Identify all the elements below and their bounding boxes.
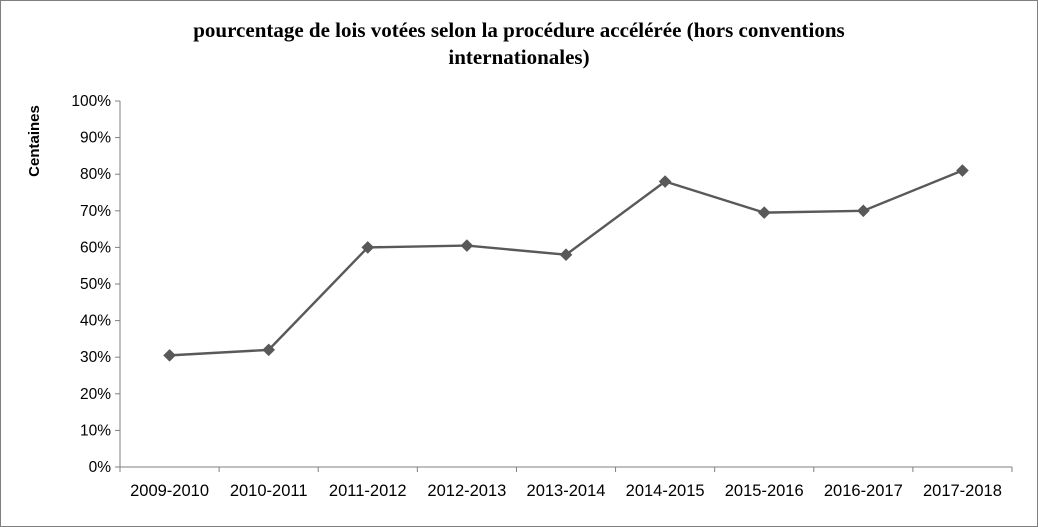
y-tick-label: 0% bbox=[89, 459, 112, 476]
x-tick-label: 2014-2015 bbox=[626, 482, 705, 500]
x-tick-label: 2013-2014 bbox=[527, 482, 606, 500]
y-tick-label: 50% bbox=[80, 276, 111, 293]
x-tick-label: 2012-2013 bbox=[427, 482, 506, 500]
y-tick-label: 90% bbox=[80, 130, 111, 147]
x-tick-label: 2010-2011 bbox=[230, 482, 308, 500]
x-tick-label: 2015-2016 bbox=[725, 482, 804, 500]
x-tick-label: 2009-2010 bbox=[130, 482, 209, 500]
y-tick-label: 40% bbox=[80, 313, 111, 330]
y-tick-label: 20% bbox=[80, 386, 111, 403]
x-tick-label: 2011-2012 bbox=[329, 482, 407, 500]
y-tick-label: 30% bbox=[80, 349, 111, 366]
data-point-marker bbox=[658, 175, 672, 188]
y-tick-label: 10% bbox=[80, 422, 111, 439]
data-point-marker bbox=[163, 349, 176, 362]
data-point-marker bbox=[956, 164, 969, 177]
y-tick-label: 100% bbox=[71, 93, 111, 110]
data-point-marker bbox=[559, 248, 573, 262]
data-point-marker bbox=[361, 241, 375, 254]
y-tick-label: 70% bbox=[80, 203, 111, 220]
x-tick-label: 2016-2017 bbox=[824, 482, 903, 500]
y-tick-label: 80% bbox=[80, 166, 111, 183]
data-series-line bbox=[169, 169, 963, 357]
y-tick-label: 60% bbox=[80, 239, 111, 256]
data-point-marker bbox=[757, 206, 771, 219]
y-axis-title: Centaines bbox=[26, 105, 43, 177]
x-tick-label: 2017-2018 bbox=[923, 482, 1002, 500]
data-point-marker bbox=[460, 239, 474, 252]
chart-title: pourcentage de lois votées selon la proc… bbox=[193, 18, 845, 70]
data-point-marker bbox=[262, 343, 275, 357]
data-point-marker bbox=[857, 204, 870, 218]
